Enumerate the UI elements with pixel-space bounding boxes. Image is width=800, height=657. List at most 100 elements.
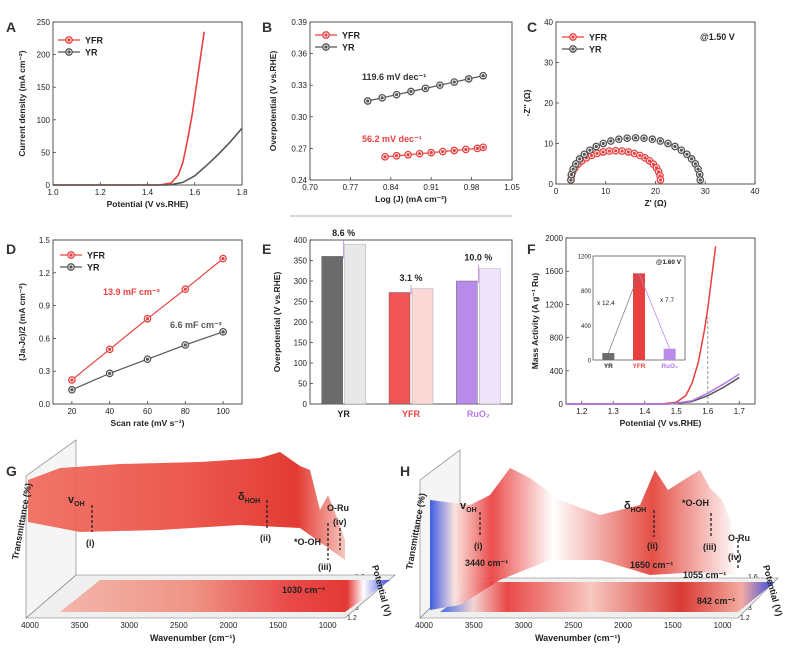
a-ylabel: Current density (mA cm⁻²) — [17, 50, 27, 156]
c-xlabel: Z' (Ω) — [644, 198, 666, 208]
e-ylabel: Overpotential (V vs.RHE) — [272, 272, 282, 373]
c-point-yr-core — [625, 136, 629, 140]
g-xtick-label: 1500 — [269, 621, 287, 630]
b-point-yfr-core — [441, 149, 445, 154]
panel-letter-D: D — [6, 241, 16, 257]
c-point-yfr-core — [643, 156, 647, 160]
f-ytick-label: 800 — [550, 334, 564, 343]
d-ytick-label: 0.0 — [39, 400, 51, 409]
f-inset-ytick-label: 400 — [581, 324, 592, 330]
charts-layer: 1.0 1.2 1.4 1.6 1.8050100150200250Potential … — [17, 18, 760, 630]
e-ytick-label: 0 — [303, 400, 308, 409]
e-ytick-label: 250 — [294, 298, 308, 307]
b-point-yr-core — [467, 77, 471, 81]
c-point-yr-core — [569, 178, 573, 182]
c-point-yr-core — [698, 172, 702, 177]
h-xtick-label: 3500 — [465, 621, 483, 630]
e-percent-label: 3.1 % — [399, 273, 422, 283]
f-xlabel: Potential (V vs.RHE) — [620, 418, 702, 428]
b-legend-label: YR — [342, 43, 355, 53]
g-label-ii: (ii) — [260, 533, 271, 543]
e-ytick-label: 150 — [294, 339, 308, 348]
h-label-iv: (iv) — [728, 552, 742, 562]
a-xtick-label: 1.2 — [95, 188, 107, 197]
e-bar-after — [411, 288, 434, 405]
panel-letter-C: C — [527, 19, 537, 35]
chart-c: 0 10 20 30 40 0 10 20 30 40 Z' (Ω) -Z'' (Ω) YFR YR @1.… — [522, 18, 760, 208]
b-legend-label: YFR — [342, 31, 361, 41]
a-legend-marker-core — [67, 38, 71, 42]
c-xtick-label: 0 — [554, 187, 559, 196]
f-inset-link-right — [638, 273, 670, 349]
g-label-dhoh: δHOH — [238, 491, 260, 505]
c-point-yr-core — [666, 141, 670, 146]
c-point-yr-core — [642, 136, 646, 140]
c-point-yr-core — [601, 141, 605, 146]
b-legend-marker-core — [324, 45, 328, 49]
c-point-yr-core — [685, 152, 689, 156]
h-floor-band — [440, 582, 775, 612]
d-point-yr-core — [108, 371, 112, 375]
b-ylabel: Overpotential (V vs.RHE) — [268, 51, 278, 152]
h-label-842: 842 cm⁻¹ — [697, 596, 735, 606]
h-xtick-label: 1000 — [714, 621, 732, 630]
h-ztick-label: 1.2 — [740, 615, 750, 622]
b-ytick-label: 0.36 — [291, 50, 307, 59]
chart-e: 0 50 100 150 200 250 300 350 400 Overpotential (V… — [272, 228, 513, 419]
b-slope-yr: 119.6 mV dec⁻¹ — [362, 72, 426, 82]
c-point-yr-core — [693, 162, 697, 166]
f-inset-category: YR — [604, 363, 613, 370]
f-inset-ytick-label: 800 — [581, 289, 592, 295]
c-point-yr-core — [658, 139, 662, 143]
d-ytick-label: 1.5 — [39, 236, 51, 245]
g-xtick-label: 3000 — [120, 621, 138, 630]
b-point-yfr-core — [406, 153, 410, 157]
d-point-yr-core — [183, 343, 187, 347]
a-plot-frame — [52, 21, 243, 186]
e-ytick-label: 100 — [294, 359, 308, 368]
g-label-ooh: *O-OH — [294, 537, 321, 547]
c-ytick-label: 20 — [544, 99, 553, 108]
e-bar-before — [321, 256, 343, 405]
c-point-yfr-core — [632, 151, 636, 156]
c-point-yr-core — [594, 144, 598, 149]
c-point-yr-core — [679, 148, 683, 152]
d-point-yr-core — [145, 357, 150, 361]
b-point-yfr-core — [464, 147, 468, 152]
e-bar-after — [344, 243, 366, 405]
b-slope-yfr: 56.2 mV dec⁻¹ — [362, 134, 422, 144]
h-ztick-label: 1.6 — [748, 574, 758, 581]
f-xtick-label: 1.7 — [734, 407, 746, 416]
g-xtick-label: 2500 — [170, 621, 188, 630]
a-ytick-label: 150 — [37, 83, 51, 92]
h-label-oru: O-Ru — [728, 533, 750, 543]
e-bar-after — [479, 268, 501, 405]
e-ytick-label: 300 — [294, 277, 308, 286]
f-inset-annotation: @1.60 V — [656, 259, 682, 266]
d-xtick-label: 60 — [143, 407, 152, 416]
b-xtick-label: 0.91 — [423, 183, 439, 192]
b-xtick-label: 0.77 — [343, 183, 359, 192]
d-legend-label: YR — [87, 263, 100, 273]
a-ytick-label: 50 — [41, 148, 50, 157]
panel-letter-F: F — [527, 241, 536, 257]
b-ytick-label: 0.30 — [291, 113, 307, 122]
a-xtick-label: 1.6 — [189, 188, 201, 197]
d-point-yfr-core — [108, 347, 112, 351]
g-spectrum-surface — [28, 452, 345, 560]
c-legend-label: YR — [589, 45, 602, 55]
a-xtick-label: 1.0 — [47, 188, 59, 197]
g-label-voh: vOH — [68, 494, 85, 508]
f-inset-link-left — [608, 273, 640, 354]
c-point-yr-core — [673, 144, 677, 149]
c-point-yfr-core — [638, 153, 642, 158]
a-ytick-label: 0 — [46, 181, 51, 190]
a-series-yr — [53, 127, 243, 186]
f-inset-category: RuO₂ — [661, 363, 678, 370]
c-point-yr-core — [698, 178, 702, 182]
f-xtick-label: 1.2 — [576, 407, 588, 416]
g-label-i: (i) — [86, 538, 95, 548]
c-legend-marker-core — [571, 47, 575, 51]
c-point-yr-core — [571, 167, 575, 171]
panel-letter-E: E — [262, 241, 271, 257]
